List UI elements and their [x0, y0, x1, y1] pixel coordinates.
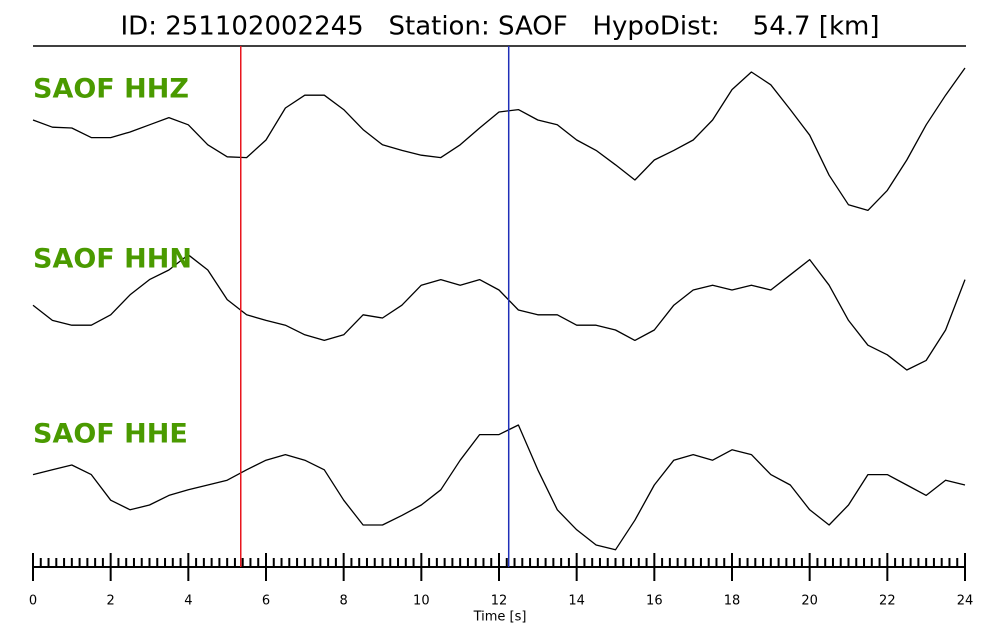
- trace-label: SAOF HHE: [33, 419, 188, 450]
- x-tick-label: 24: [957, 594, 974, 609]
- x-tick-label: 6: [262, 594, 270, 609]
- x-tick-label: 14: [568, 594, 585, 609]
- x-axis-label: Time [s]: [473, 610, 527, 625]
- x-tick-label: 2: [107, 594, 115, 609]
- x-tick-label: 22: [879, 594, 896, 609]
- trace-label: SAOF HHN: [33, 244, 192, 275]
- x-tick-label: 4: [184, 594, 192, 609]
- waveform: [32, 424, 966, 551]
- waveform: [32, 67, 966, 212]
- x-tick-label: 0: [29, 594, 37, 609]
- x-tick-label: 8: [340, 594, 348, 609]
- x-tick-label: 10: [413, 594, 430, 609]
- chart-title: ID: 251102002245 Station: SAOF HypoDist:…: [121, 12, 880, 42]
- trace-label: SAOF HHZ: [33, 74, 189, 105]
- x-tick-label: 20: [801, 594, 818, 609]
- waveform: [32, 254, 966, 371]
- x-tick-label: 16: [646, 594, 663, 609]
- x-tick-label: 18: [724, 594, 741, 609]
- x-tick-label: 12: [491, 594, 508, 609]
